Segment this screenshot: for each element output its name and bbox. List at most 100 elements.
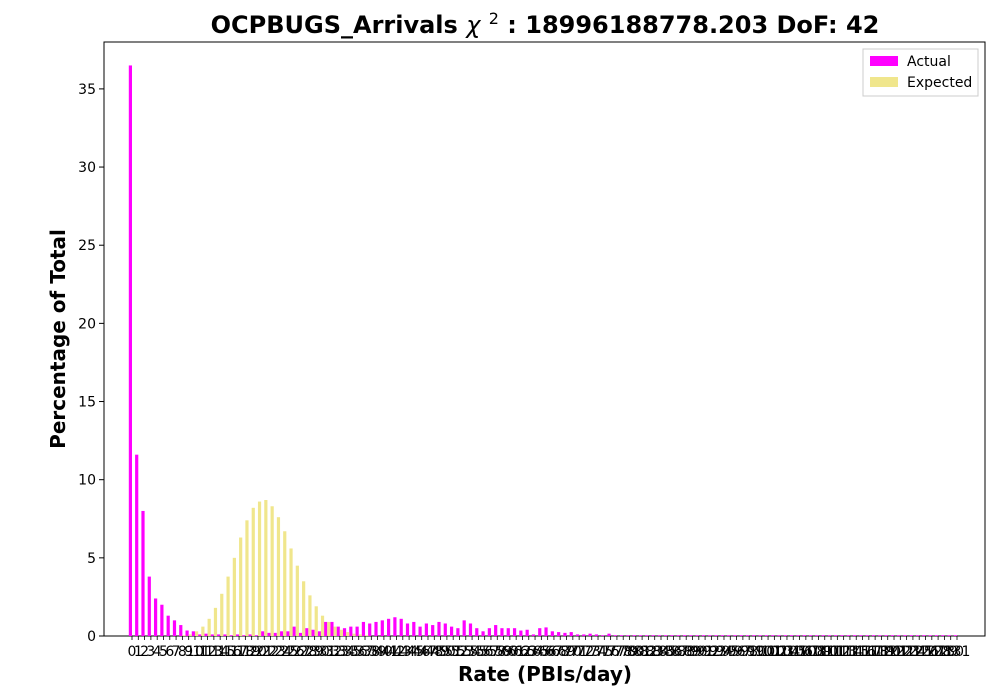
x-tick-label-13: 13	[205, 644, 223, 660]
bar-actual-117	[865, 635, 869, 636]
bar-expected-9	[188, 634, 192, 636]
x-tick-label-110: 110	[811, 644, 838, 660]
bar-actual-24	[279, 631, 284, 636]
x-tick-label-2: 2	[140, 644, 149, 660]
x-tick-label-91: 91	[696, 644, 714, 660]
bar-actual-71	[575, 634, 580, 636]
bar-actual-13	[210, 634, 214, 636]
axes	[103, 41, 986, 637]
x-tick-label-105: 105	[780, 644, 807, 660]
x-tick-label-22: 22	[262, 644, 280, 660]
bar-actual-0	[128, 65, 132, 636]
x-tick-label-20: 20	[249, 644, 267, 660]
bar-actual-23	[273, 632, 277, 636]
legend-swatch-expected	[870, 77, 898, 87]
bar-actual-64	[531, 634, 536, 636]
bar-actual-27	[298, 632, 303, 636]
x-tick-label-56: 56	[476, 644, 494, 660]
bar-expected-17	[239, 537, 243, 636]
x-tick-label-40: 40	[375, 644, 393, 660]
bar-actual-126	[922, 635, 926, 636]
bar-actual-120	[884, 635, 888, 636]
bar-actual-59	[500, 628, 504, 636]
y-axis-label: Percentage of Total	[46, 229, 70, 449]
bar-actual-62	[519, 630, 523, 636]
bar-actual-26	[292, 626, 296, 636]
chart-title-main: OCPBUGS_Arrivals	[211, 11, 467, 39]
bar-actual-102	[771, 635, 775, 636]
bar-actual-65	[538, 628, 542, 636]
x-tick-label-94: 94	[715, 644, 733, 660]
x-tick-label-75: 75	[595, 644, 613, 660]
x-tick-label-102: 102	[761, 644, 788, 660]
bar-actual-122	[897, 635, 901, 636]
x-tick-label-42: 42	[388, 644, 406, 660]
bar-actual-123	[903, 635, 907, 636]
bar-actual-106	[796, 635, 800, 636]
bar-expected-26	[295, 565, 299, 636]
x-tick-label-62: 62	[514, 644, 532, 660]
x-tick-label-85: 85	[658, 644, 676, 660]
x-tick-label-55: 55	[469, 644, 487, 660]
x-tick-label-68: 68	[551, 644, 569, 660]
bar-expected-29	[314, 606, 318, 636]
bar-actual-76	[607, 633, 611, 636]
x-tick-label-104: 104	[774, 644, 801, 660]
x-tick-label-1: 1	[134, 644, 143, 660]
x-tick-label-59: 59	[495, 644, 513, 660]
x-tick-label-11: 11	[192, 644, 210, 660]
x-tick-label-108: 108	[799, 644, 826, 660]
bar-actual-34	[342, 628, 347, 636]
bar-expected-37	[365, 635, 369, 636]
x-tick-label-128: 128	[925, 644, 952, 660]
bar-actual-47	[424, 623, 428, 636]
x-tick-label-12: 12	[199, 644, 217, 660]
bar-actual-57	[487, 628, 491, 636]
x-tick-label-97: 97	[734, 644, 752, 660]
x-tick-label-127: 127	[918, 644, 945, 660]
bar-actual-17	[235, 634, 240, 636]
x-tick-label-29: 29	[306, 644, 324, 660]
bar-expected-31	[327, 621, 331, 636]
x-tick-label-65: 65	[532, 644, 550, 660]
bar-actual-88	[683, 635, 687, 636]
bar-expected-21	[264, 500, 268, 636]
bar-actual-61	[512, 628, 517, 636]
bar-actual-11	[198, 634, 202, 636]
x-tick-label-27: 27	[293, 644, 311, 660]
bar-actual-33	[336, 626, 340, 636]
bar-actual-116	[859, 635, 863, 636]
y-tick-label-10: 10	[78, 473, 96, 489]
bar-actual-54	[468, 623, 473, 636]
bar-actual-48	[431, 625, 435, 636]
bar-actual-83	[651, 635, 655, 636]
x-tick-label-120: 120	[874, 644, 901, 660]
bar-expected-20	[257, 501, 262, 636]
x-tick-label-79: 79	[621, 644, 639, 660]
x-tick-label-84: 84	[652, 644, 670, 660]
bar-expected-14	[220, 593, 224, 636]
y-tick-label-25: 25	[78, 238, 96, 254]
x-tick-label-19: 19	[243, 644, 261, 660]
bar-actual-41	[387, 618, 391, 636]
x-tick-label-47: 47	[419, 644, 437, 660]
bar-actual-90	[695, 635, 699, 636]
x-tick-label-116: 116	[849, 644, 876, 660]
y-tick-label-5: 5	[87, 551, 96, 567]
chart-title-chi-symbol: χ	[464, 11, 481, 39]
bar-actual-72	[582, 634, 586, 636]
bar-actual-37	[361, 621, 366, 636]
bar-actual-114	[846, 635, 850, 636]
x-tick-label-117: 117	[855, 644, 882, 660]
bar-actual-75	[601, 635, 605, 636]
bar-expected-11	[201, 626, 205, 636]
bar-actual-68	[557, 632, 561, 636]
bar-actual-99	[752, 635, 756, 636]
x-tick-label-96: 96	[728, 644, 746, 660]
bar-actual-84	[657, 635, 662, 636]
bar-actual-46	[418, 626, 422, 636]
x-tick-label-82: 82	[639, 644, 657, 660]
bar-expected-12	[207, 618, 211, 636]
bar-actual-78	[620, 635, 624, 636]
y-tick-label-20: 20	[78, 316, 96, 332]
